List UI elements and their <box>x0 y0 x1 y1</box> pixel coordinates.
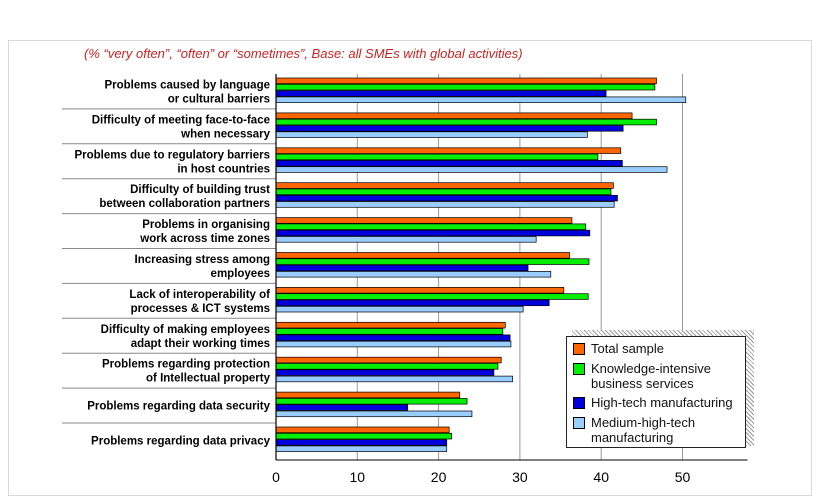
category-label-9: Problems regarding data security <box>87 401 270 413</box>
bar-2-5 <box>275 264 529 272</box>
bar-0-7 <box>275 321 506 329</box>
bar-2-8 <box>275 369 495 376</box>
bar-0-4 <box>275 217 573 224</box>
legend-label-medium-high-tech: Medium-high-tech manufacturing <box>591 415 696 445</box>
bar-3-9 <box>275 410 473 418</box>
bar-1-3 <box>275 188 612 196</box>
bar-0-5 <box>275 252 570 259</box>
category-label-6: Lack of interoperability of processes & I… <box>129 289 270 315</box>
bar-0-1 <box>275 112 633 119</box>
bar-3-1 <box>275 131 588 138</box>
bar-1-0 <box>275 83 656 91</box>
legend-swatch-high-tech <box>573 397 585 409</box>
bar-3-6 <box>275 305 524 313</box>
bar-0-0 <box>275 77 657 85</box>
bar-0-8 <box>275 356 502 364</box>
category-label-0: Problems caused by language or cultural b… <box>104 79 270 105</box>
bar-1-10 <box>275 432 452 440</box>
bar-2-10 <box>275 439 448 446</box>
x-tick-label-0: 0 <box>272 469 280 485</box>
bar-1-5 <box>275 258 590 265</box>
legend-swatch-medium-high-tech <box>573 417 585 429</box>
bar-1-8 <box>275 363 499 370</box>
bar-3-4 <box>275 236 537 243</box>
bar-0-10 <box>275 426 450 434</box>
legend-item-high-tech: High-tech manufacturing <box>573 395 733 410</box>
x-tick-label-10: 10 <box>350 469 366 485</box>
chart-subtitle: (% “very often”, “often” or “sometimes”,… <box>84 46 523 61</box>
bar-2-6 <box>275 299 550 307</box>
bar-0-6 <box>275 287 565 294</box>
category-label-3: Difficulty of building trust between coll… <box>99 184 270 210</box>
x-tick-label-30: 30 <box>512 469 528 485</box>
bar-3-7 <box>275 340 512 348</box>
bar-3-8 <box>275 375 513 383</box>
category-label-2: Problems due to regulatory barriers in ho… <box>74 149 270 175</box>
chart-legend: Total sample Knowledge-intensive busines… <box>566 336 746 448</box>
bar-1-2 <box>275 153 599 161</box>
bar-0-2 <box>275 147 622 154</box>
legend-item-medium-high-tech: Medium-high-tech manufacturing <box>573 415 695 445</box>
chart-frame <box>8 40 812 496</box>
bar-3-0 <box>275 96 687 103</box>
legend-swatch-total-sample <box>573 343 585 355</box>
category-label-5: Increasing stress among employees <box>135 254 271 280</box>
legend-item-knowledge-intensive: Knowledge-intensive business services <box>573 361 711 391</box>
bar-1-4 <box>275 223 587 230</box>
bar-0-3 <box>275 182 614 189</box>
category-label-8: Problems regarding protection of Intellec… <box>102 359 271 385</box>
category-label-1: Difficulty of meeting face-to-face when n… <box>92 114 271 140</box>
x-tick-label-20: 20 <box>431 469 447 485</box>
bar-2-4 <box>275 229 591 237</box>
bar-2-0 <box>275 90 607 97</box>
category-label-7: Difficulty of making employees adapt thei… <box>101 324 270 350</box>
legend-label-total-sample: Total sample <box>591 341 664 356</box>
bar-3-10 <box>275 445 448 452</box>
bar-2-7 <box>275 334 511 341</box>
bar-1-6 <box>275 293 589 300</box>
bar-1-1 <box>275 118 657 126</box>
category-label-10: Problems regarding data privacy <box>91 435 271 447</box>
legend-item-total-sample: Total sample <box>573 341 664 356</box>
x-tick-label-50: 50 <box>675 469 691 485</box>
bar-3-3 <box>275 201 615 208</box>
bar-2-1 <box>275 125 624 132</box>
bar-0-9 <box>275 391 461 399</box>
legend-swatch-knowledge-intensive <box>573 363 585 375</box>
category-label-4: Problems in organising work across time z… <box>139 219 270 245</box>
bar-1-7 <box>275 328 504 335</box>
bar-2-9 <box>275 404 409 411</box>
bar-1-9 <box>275 398 468 405</box>
legend-label-high-tech: High-tech manufacturing <box>591 395 733 410</box>
legend-label-knowledge-intensive: Knowledge-intensive business services <box>591 361 711 391</box>
bar-2-2 <box>275 160 623 167</box>
x-tick-label-40: 40 <box>593 469 609 485</box>
bar-2-3 <box>275 194 618 202</box>
bar-3-2 <box>275 166 668 173</box>
bar-3-5 <box>275 271 552 278</box>
